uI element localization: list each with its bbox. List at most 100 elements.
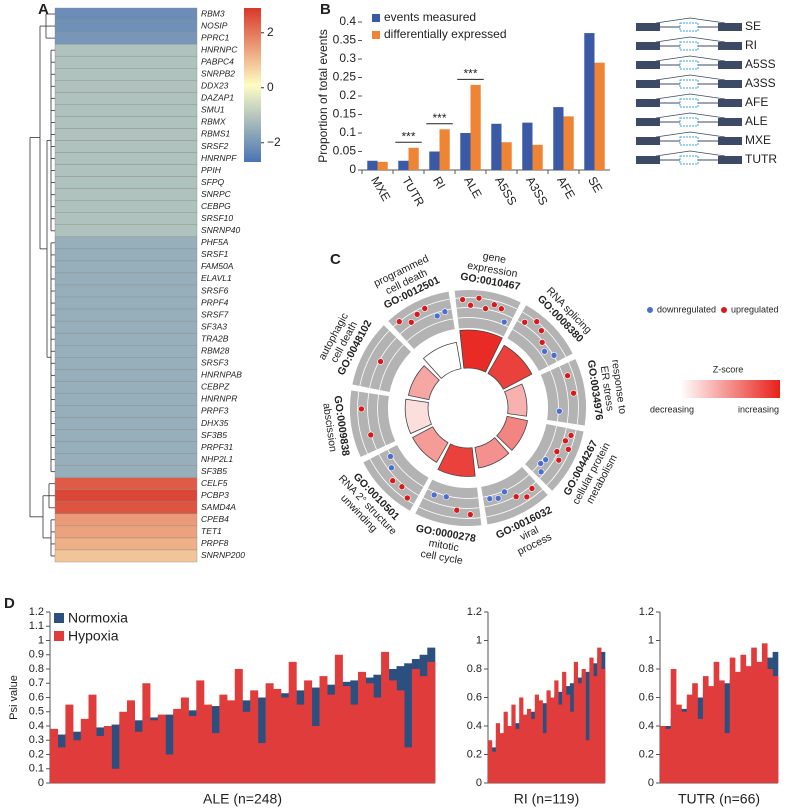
y-tick-label: 0.05	[333, 144, 357, 158]
heatmap-cell	[54, 417, 198, 430]
y-tick-label: 1.2	[467, 606, 482, 618]
bar	[373, 697, 382, 783]
track-ring	[427, 488, 479, 499]
row-label: SRSF10	[201, 213, 233, 223]
heatmap-cell	[54, 224, 198, 238]
bar	[573, 661, 578, 783]
schematic-exon	[718, 61, 742, 69]
row-label: RBM3	[201, 8, 225, 18]
bar	[119, 711, 128, 783]
gene-dot	[494, 494, 502, 502]
bar	[111, 724, 120, 783]
bar	[488, 740, 493, 783]
schematic-alt-exon	[679, 60, 699, 70]
y-tick-label: 1	[476, 634, 482, 646]
significance-label: ***	[463, 67, 477, 81]
gene-dot	[500, 318, 508, 326]
bar	[554, 680, 559, 783]
gene-dot	[556, 407, 563, 415]
heatmap-cell	[54, 513, 198, 527]
gene-dot	[475, 294, 483, 302]
bar	[367, 160, 378, 170]
x-tick-label: AFE	[554, 174, 578, 201]
bar	[702, 676, 709, 783]
schematic-alt-exon	[679, 22, 699, 32]
gene-dot	[441, 308, 449, 316]
bar	[708, 686, 714, 783]
schematic-label: AFE	[745, 95, 768, 109]
y-tick-label: 1.1	[29, 620, 44, 632]
schematic-exon	[636, 80, 660, 88]
bar	[713, 661, 720, 783]
row-label: SRSF2	[201, 141, 229, 151]
bar	[499, 733, 504, 783]
gene-dot	[404, 494, 411, 502]
schematic-alt-exon	[679, 98, 699, 108]
heatmap-cell	[54, 381, 198, 394]
bar	[735, 671, 741, 783]
panel-label: B	[320, 1, 331, 18]
bar	[419, 676, 428, 783]
y-axis-title: Psi value	[8, 675, 20, 720]
row-label: HNRNPR	[201, 394, 237, 404]
heatmap-cell	[54, 308, 198, 322]
bar	[50, 728, 58, 783]
gene-dot	[537, 468, 545, 476]
x-tick-label: RI	[430, 174, 448, 191]
schematic-junction	[655, 112, 726, 119]
gene-dot	[538, 339, 546, 346]
y-tick-label: 0.15	[333, 107, 357, 121]
schematic-exon	[718, 23, 742, 31]
bar	[594, 62, 605, 171]
row-label: SRSF3	[201, 358, 229, 368]
y-tick-label: 0.35	[333, 33, 357, 47]
row-label: PRPF4	[201, 297, 229, 307]
heatmap-cell	[54, 332, 198, 346]
heatmap-cell	[54, 320, 198, 334]
gene-dot	[553, 448, 561, 455]
bar	[234, 669, 243, 783]
bar	[180, 697, 189, 783]
heatmap-cell	[54, 357, 198, 370]
bar	[581, 669, 586, 783]
row-label: SNRPC	[201, 189, 232, 199]
y-tick-label: 0.8	[467, 663, 482, 675]
heatmap-cell	[54, 200, 198, 213]
row-label: PCBP3	[201, 490, 229, 500]
row-label: PPRC1	[201, 32, 230, 42]
colorbar-tick-label: −2	[267, 135, 281, 149]
bar	[530, 718, 536, 783]
bar	[250, 690, 259, 783]
gene-dot	[491, 301, 498, 308]
gene-dot	[512, 493, 520, 500]
zscore-high: increasing	[738, 404, 779, 414]
schematic-label: A5SS	[745, 57, 776, 71]
y-tick-label: 0.3	[29, 734, 44, 746]
y-tick-label: 1.2	[29, 606, 44, 618]
bar	[740, 654, 747, 783]
row-label: SRSF1	[201, 249, 229, 259]
legend-swatch	[54, 613, 64, 623]
row-label: SNRNP200	[201, 550, 245, 560]
row-label: PRPF31	[201, 442, 233, 452]
legend-label: Normoxia	[68, 610, 128, 626]
gene-dot	[528, 485, 536, 492]
row-label: DDX23	[201, 81, 229, 91]
bar	[491, 751, 497, 783]
bar	[408, 147, 419, 170]
bar	[507, 726, 512, 783]
row-label: SF3B5	[201, 466, 227, 476]
schematic-label: SE	[745, 19, 761, 33]
bar	[157, 714, 166, 783]
heatmap-cell	[54, 453, 198, 466]
bar	[589, 657, 594, 783]
heatmap-cell	[54, 164, 198, 177]
schematic-exon	[636, 42, 660, 50]
y-tick-label: 1	[38, 634, 44, 646]
row-label: CEBPZ	[201, 382, 230, 392]
schematic-exon	[636, 99, 660, 107]
gene-dot	[541, 348, 548, 355]
bar	[686, 694, 693, 783]
legend-swatch	[54, 631, 64, 641]
